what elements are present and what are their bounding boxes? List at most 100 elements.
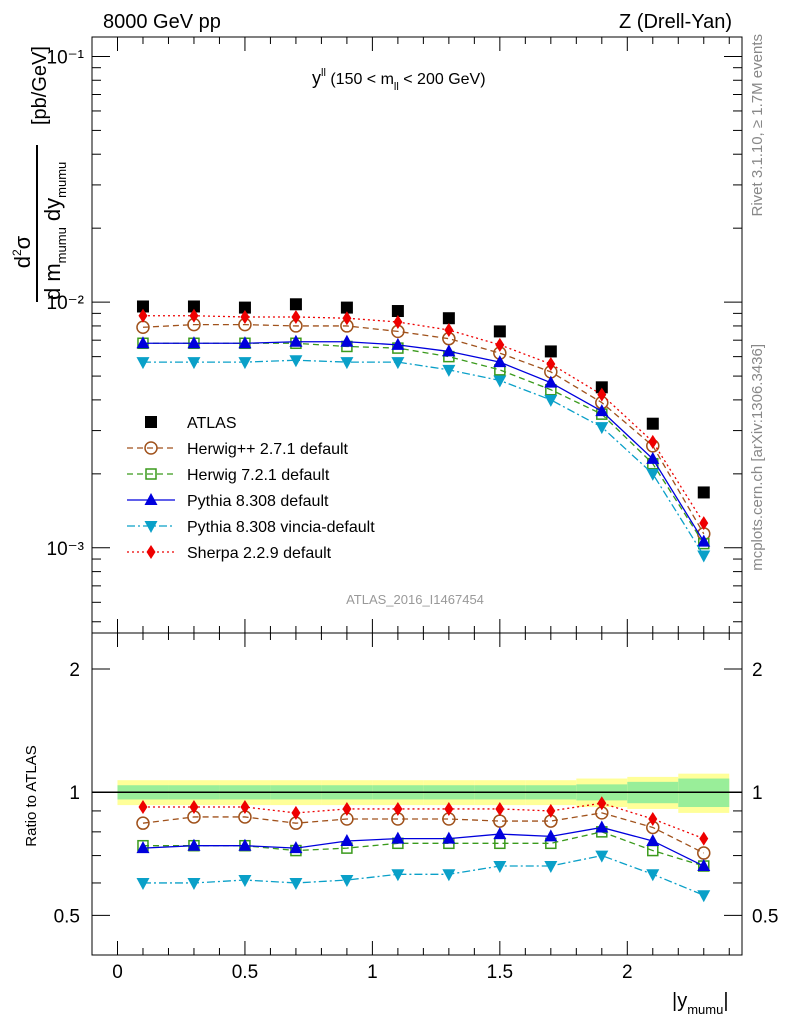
- legend-marker: [144, 521, 158, 533]
- ratio-series-pythia-8-308-vincia-default: [136, 850, 711, 903]
- legend-label: Pythia 8.308 vincia-default: [187, 519, 375, 536]
- data-point: [544, 394, 558, 407]
- ratio-point: [699, 831, 709, 846]
- series-sherpa-2-2-9-default: [138, 308, 709, 531]
- xlabel-end: |: [723, 990, 728, 1012]
- main-frame: [91, 36, 743, 634]
- x-tick-label: 2: [622, 962, 633, 983]
- data-point: [187, 357, 201, 370]
- data-point: [189, 308, 199, 323]
- data-point: [493, 325, 506, 338]
- data-point: [493, 375, 507, 388]
- data-point: [340, 334, 354, 347]
- ratio-point: [444, 801, 454, 816]
- ratio-point: [136, 816, 150, 830]
- ratio-point: [597, 796, 607, 811]
- ratio-point: [493, 861, 507, 874]
- data-point: [442, 364, 456, 377]
- ratio-point: [291, 805, 301, 820]
- ylabel-denominator: d mmumu dymumu: [40, 162, 69, 300]
- x-tick-label: 1: [367, 962, 378, 983]
- data-point: [187, 300, 200, 313]
- data-point: [697, 534, 711, 547]
- data-point: [391, 357, 405, 370]
- ratio-point: [393, 801, 403, 816]
- ratio-point: [442, 869, 456, 882]
- legend-entry: Pythia 8.308 default: [127, 493, 329, 510]
- legend-marker: [144, 441, 158, 455]
- series-atlas: [136, 298, 710, 499]
- legend-entry: Sherpa 2.2.9 default: [127, 545, 332, 562]
- data-point: [289, 355, 303, 368]
- ratio-point: [546, 803, 556, 818]
- ratio-line: [142, 854, 705, 896]
- legend-label: Sherpa 2.2.9 default: [187, 545, 332, 562]
- ratio-point: [136, 877, 150, 890]
- ratio-point: [391, 831, 405, 844]
- data-point: [238, 357, 252, 370]
- y-tick-label: 10⁻²: [47, 293, 85, 314]
- data-point: [544, 345, 557, 358]
- data-point: [697, 550, 711, 563]
- header-right: Z (Drell-Yan): [619, 11, 732, 33]
- data-point: [595, 404, 609, 417]
- x-tick-label: 0: [112, 962, 123, 983]
- data-point: [238, 301, 251, 314]
- subtitle-main: y: [312, 68, 321, 88]
- ratio-point: [289, 877, 303, 890]
- xlabel: |ymumu|: [672, 990, 729, 1017]
- ratio-point: [340, 875, 354, 888]
- ratio-series-pythia-8-308-default: [136, 820, 711, 872]
- ratio-y-tick-label: 0.5: [54, 906, 80, 927]
- data-point: [493, 355, 507, 368]
- data-point: [646, 451, 660, 464]
- ratio-panel: [92, 773, 742, 903]
- xlabel-sub: mumu: [687, 1002, 723, 1017]
- data-point: [136, 336, 150, 349]
- data-point: [495, 337, 505, 352]
- data-point: [646, 417, 659, 430]
- ratio-point: [289, 841, 303, 854]
- ratio-line: [142, 826, 705, 867]
- data-point: [597, 387, 607, 402]
- main-panel: [136, 298, 711, 563]
- series-pythia-8-308-default: [136, 334, 711, 547]
- xlabel-main: |y: [672, 990, 687, 1012]
- legend: ATLAS Herwig++ 2.7.1 default Herwig 7.2.1 …: [127, 415, 375, 562]
- subtitle-sup: ll: [321, 67, 326, 79]
- ratio-point: [493, 827, 507, 840]
- ylabel-units: [pb/GeV]: [29, 46, 51, 125]
- ratio-point: [442, 831, 456, 844]
- legend-marker: [145, 416, 157, 428]
- ratio-frame: [91, 632, 743, 956]
- legend-label: ATLAS: [187, 415, 237, 432]
- series-pythia-8-308-vincia-default: [136, 355, 711, 563]
- ratio-point: [697, 890, 711, 903]
- data-point: [391, 337, 405, 350]
- ratio-y-tick-label: 1: [69, 783, 80, 804]
- main-ylabel: d2σ d mmumu dymumu [pb/GeV]: [10, 46, 69, 302]
- ratio-point: [697, 859, 711, 872]
- data-point: [442, 312, 455, 325]
- ratio-line: [142, 831, 704, 867]
- header-left: 8000 GeV pp: [103, 11, 221, 33]
- data-point: [187, 336, 201, 349]
- ratio-point: [187, 877, 201, 890]
- analysis-watermark: ATLAS_2016_I1467454: [346, 592, 484, 607]
- data-point: [544, 375, 558, 388]
- series-line: [142, 341, 705, 542]
- ratio-series-sherpa-2-2-9-default: [138, 796, 709, 846]
- y-tick-label: 10⁻³: [47, 539, 85, 560]
- data-point: [289, 298, 302, 311]
- ratio-point: [544, 861, 558, 874]
- ratio-ylabel: Ratio to ATLAS: [23, 745, 40, 846]
- ratio-point: [544, 829, 558, 842]
- series-line: [142, 359, 705, 556]
- ratio-point: [646, 833, 660, 846]
- data-point: [444, 323, 454, 338]
- mcplots-label: mcplots.cern.ch [arXiv:1306.3436]: [749, 344, 766, 571]
- ratio-y-tick-label-right: 2: [752, 660, 763, 681]
- data-point: [546, 356, 556, 371]
- data-point: [393, 315, 403, 330]
